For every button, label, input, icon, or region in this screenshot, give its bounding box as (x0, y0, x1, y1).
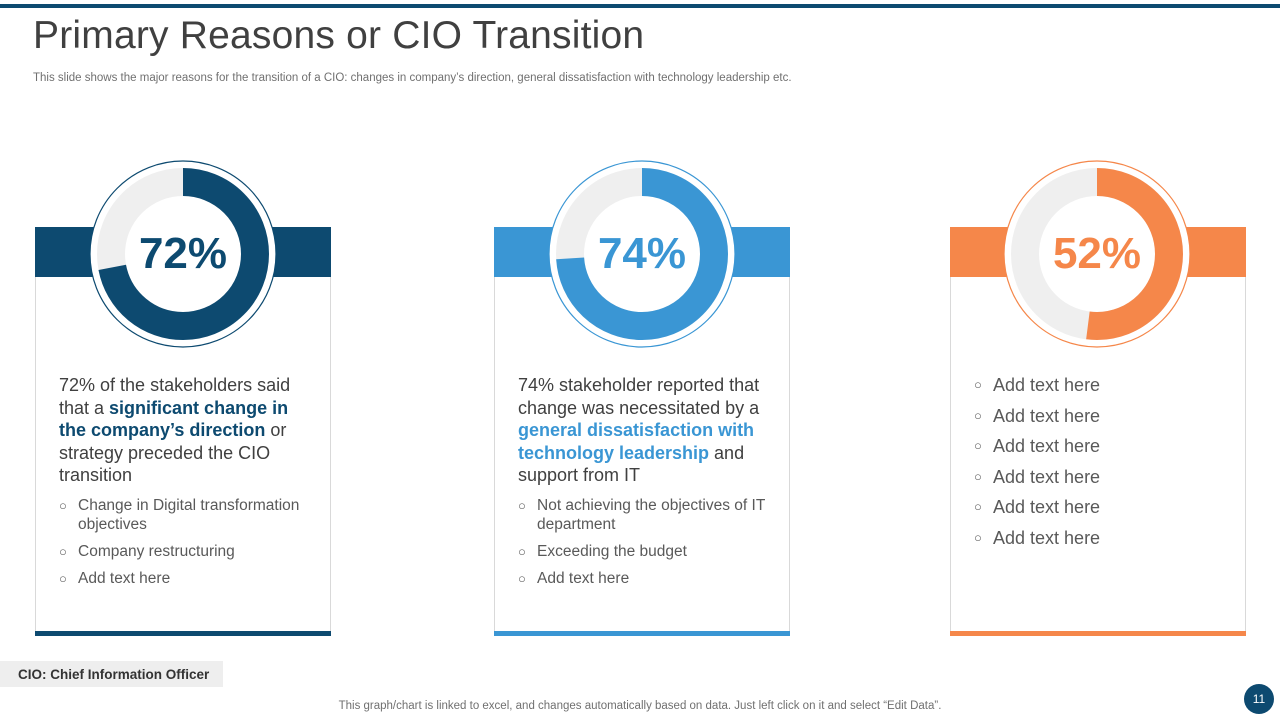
page-number: 11 (1244, 684, 1274, 714)
donut-value-arc (97, 168, 269, 340)
card-description: 74% stakeholder reported that change was… (518, 374, 774, 487)
card-description: 72% of the stakeholders said that a sign… (59, 374, 315, 487)
description-highlight: significant change in the company’s dire… (59, 397, 289, 441)
list-item: ○ Company restructuring (59, 542, 321, 561)
bullet-icon: ○ (518, 498, 526, 513)
donut-chart-2[interactable]: 74% (548, 160, 736, 348)
donut-chart-3[interactable]: 52% (1003, 160, 1191, 348)
bullet-icon: ○ (518, 544, 526, 559)
list-item: ○ Exceeding the budget (518, 542, 780, 561)
list-item-text: Add text here (78, 570, 171, 587)
bullet-icon: ○ (974, 468, 982, 484)
bullet-icon: ○ (974, 407, 982, 423)
list-item: ○ Add text here (974, 466, 1236, 488)
list-item-text: Add text here (993, 527, 1101, 548)
bullet-list: ○ Change in Digital transformation object… (59, 496, 321, 596)
description-text: 72% of the stakeholders said that a (59, 375, 291, 418)
list-item-text: Add text here (993, 436, 1101, 456)
list-item-text: Change in Digital transformation objecti… (78, 497, 300, 533)
bullet-icon: ○ (518, 571, 526, 586)
list-item-text: Add text here (993, 405, 1101, 426)
bullet-list: ○ Not achieving the objectives of IT depa… (518, 496, 780, 596)
bullet-icon: ○ (974, 529, 982, 545)
donut-value-arc (1011, 168, 1183, 340)
donut-label-1: 72% (138, 229, 228, 278)
list-item-text: Company restructuring (78, 543, 235, 560)
description-text: and support from IT (518, 442, 745, 486)
list-item: ○ Add text here (974, 527, 1236, 549)
donut-chart-1[interactable]: 72% (89, 160, 277, 348)
page-title: Primary Reasons or CIO Transition (33, 14, 645, 57)
footer-note: This graph/chart is linked to excel, and… (338, 700, 942, 712)
description-text: 74% stakeholder reported that change was… (518, 375, 760, 418)
list-item: ○ Add text here (59, 569, 321, 588)
bullet-icon: ○ (974, 377, 982, 392)
donut-label-3: 52% (1052, 229, 1142, 278)
card-3: 52% ○ Add text here ○ Add text here ○ Add t… (950, 160, 1246, 638)
bullet-icon: ○ (59, 571, 67, 586)
list-item: ○ Change in Digital transformation object… (59, 496, 321, 534)
abbreviation-note: CIO: Chief Information Officer (0, 661, 223, 687)
card-bottom-bar (35, 631, 331, 636)
list-item-text: Add text here (993, 466, 1101, 487)
card-bottom-bar (950, 631, 1246, 636)
bullet-list: ○ Add text here ○ Add text here ○ Add text … (974, 374, 1236, 557)
list-item: ○ Add text here (974, 374, 1236, 396)
page-subtitle: This slide shows the major reasons for t… (33, 72, 792, 84)
list-item-text: Not achieving the objectives of IT depar… (537, 497, 766, 533)
bullet-icon: ○ (974, 438, 982, 453)
top-rule (0, 4, 1280, 8)
card-bottom-bar (494, 631, 790, 636)
list-item: ○ Add text here (974, 496, 1236, 518)
bullet-icon: ○ (974, 499, 982, 514)
list-item-text: Exceeding the budget (537, 543, 687, 560)
bullet-icon: ○ (59, 544, 67, 559)
list-item: ○ Add text here (518, 569, 780, 588)
bullet-icon: ○ (59, 498, 67, 513)
list-item-text: Add text here (537, 570, 630, 587)
list-item: ○ Add text here (974, 435, 1236, 457)
list-item: ○ Add text here (974, 405, 1236, 427)
card-1: 72% 72% of the stakeholders said that a … (35, 160, 331, 638)
list-item-text: Add text here (993, 497, 1101, 517)
list-item-text: Add text here (993, 375, 1101, 395)
description-text: or strategy preceded the CIO transition (59, 420, 287, 485)
donut-value-arc (556, 168, 728, 340)
description-highlight: general dissatisfaction with technology … (518, 420, 755, 463)
list-item: ○ Not achieving the objectives of IT depa… (518, 496, 780, 534)
donut-label-2: 74% (597, 229, 687, 278)
card-2: 74% 74% stakeholder reported that change… (494, 160, 790, 638)
